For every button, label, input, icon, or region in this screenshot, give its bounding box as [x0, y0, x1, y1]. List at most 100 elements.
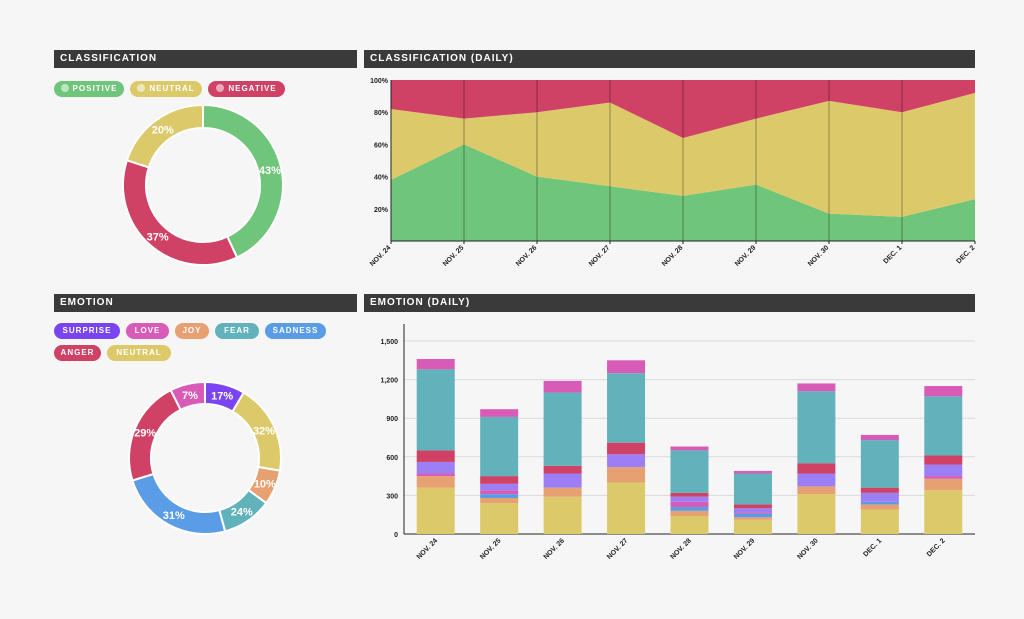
bar-segment-anger: [670, 492, 709, 497]
bar-segment-surprise: [670, 496, 709, 502]
legend-label: NEGATIVE: [228, 84, 277, 93]
bar-segment-joy: [543, 487, 582, 497]
x-tick-label: NOV. 30: [796, 537, 820, 561]
legend-negative[interactable]: NEGATIVE: [208, 81, 285, 97]
bar-segment-anger: [860, 487, 899, 493]
bar-segment-surprise: [797, 473, 836, 487]
bar-segment-anger: [733, 504, 772, 509]
slice-label: 29%: [134, 428, 156, 440]
legend-love[interactable]: LOVE: [126, 323, 169, 339]
bar-segment-love-top-: [733, 470, 772, 474]
circle-icon: [137, 84, 146, 92]
legend-positive[interactable]: POSITIVE: [54, 81, 124, 97]
bar-segment-fear: [416, 369, 455, 451]
x-tick-label: NOV. 30: [807, 244, 831, 268]
y-tick-label: 1,200: [380, 378, 398, 385]
legend-fear[interactable]: FEAR: [215, 323, 259, 339]
area-series-neutral: [391, 92, 975, 217]
classification-title: CLASSIFICATION: [54, 50, 357, 68]
legend-neutral[interactable]: NEUTRAL: [130, 81, 202, 97]
circle-icon: [216, 84, 225, 92]
bar-segment-anger: [607, 442, 646, 455]
bar-segment-fear: [670, 450, 709, 493]
bar-segment-surprise: [480, 483, 519, 491]
legend-sadness[interactable]: SADNESS: [265, 323, 326, 339]
legend-joy[interactable]: JOY: [175, 323, 209, 339]
y-tick-label: 40%: [374, 175, 389, 182]
legend-anger[interactable]: ANGER: [54, 345, 101, 361]
y-tick-label: 20%: [374, 207, 389, 214]
x-tick-label: NOV. 24: [416, 537, 440, 561]
bar-segment-love: [480, 490, 519, 495]
bar-segment-neutral: [924, 490, 963, 534]
bar-segment-neutral: [607, 482, 646, 534]
donut-slice-love: [169, 380, 206, 412]
bar-segment-love: [924, 476, 963, 479]
bar-segment-love-top-: [480, 409, 519, 417]
x-tick-label: NOV. 25: [442, 244, 466, 268]
bar-segment-love: [416, 473, 455, 477]
legend-label: NEUTRAL: [149, 84, 195, 93]
x-tick-label: DEC. 2: [956, 244, 977, 265]
bar-segment-surprise: [733, 508, 772, 513]
bar-segment-anger: [416, 450, 455, 462]
slice-label: 32%: [253, 426, 275, 438]
donut-slice-neutral: [125, 103, 204, 169]
bar-segment-joy: [733, 517, 772, 520]
slice-label: 31%: [163, 510, 185, 522]
bar-segment-surprise: [924, 464, 963, 477]
bar-segment-neutral: [733, 519, 772, 534]
bar-segment-love-top-: [670, 446, 709, 451]
y-tick-label: 900: [386, 416, 398, 423]
bar-segment-sadness: [733, 513, 772, 518]
bar-segment-joy: [480, 497, 519, 504]
bar-segment-anger: [480, 476, 519, 484]
emotion-daily-bar-chart: 0 300 600 900 1,200 1,500 NOV. 24 NOV. 25 NOV. 2…: [380, 324, 975, 561]
bar-segment-neutral: [416, 487, 455, 534]
x-tick-label: DEC. 1: [883, 244, 904, 265]
x-tick-label: NOV. 28: [669, 537, 693, 561]
circle-icon: [60, 84, 69, 92]
bar-segment-surprise: [607, 454, 646, 468]
bar-segment-love-top-: [860, 434, 899, 441]
y-tick-label: 60%: [374, 142, 389, 149]
y-tick-label: 100%: [370, 78, 389, 85]
bar-segment-neutral: [480, 503, 519, 534]
bar-segment-surprise: [860, 492, 899, 502]
bar-segment-fear: [480, 416, 519, 477]
bar-segment-joy: [860, 504, 899, 510]
bar-segment-neutral: [860, 509, 899, 534]
x-tick-label: NOV. 29: [733, 537, 757, 561]
slice-label: 37%: [147, 231, 169, 243]
bar-segment-fear: [733, 473, 772, 505]
x-tick-label: NOV. 26: [543, 537, 567, 561]
bar-segment-love-top-: [543, 380, 582, 393]
slice-label: 10%: [254, 478, 276, 490]
emotion-donut-chart: 17% 32% 10% 24% 31% 29% 7%: [128, 380, 282, 535]
legend-neutral-emotion[interactable]: NEUTRAL: [107, 345, 171, 361]
emotion-title: EMOTION: [54, 294, 357, 312]
x-tick-label: NOV. 24: [369, 244, 393, 268]
x-tick-label: DEC. 1: [862, 537, 883, 558]
bar-segment-joy: [607, 467, 646, 483]
bar-segment-fear: [607, 373, 646, 443]
bar-segment-fear: [924, 396, 963, 456]
emotion-daily-title: EMOTION (DAILY): [364, 294, 975, 312]
bar-segment-sadness: [860, 501, 899, 505]
bar-segment-love-top-: [607, 360, 646, 374]
bar-segment-joy: [416, 476, 455, 488]
y-tick-label: 1,500: [380, 339, 398, 346]
bar-segment-sadness: [670, 506, 709, 511]
bar-segment-joy: [797, 486, 836, 495]
bar-segment-joy: [670, 510, 709, 516]
bar-segment-love-top-: [924, 386, 963, 397]
area-series-positive: [391, 144, 975, 241]
y-tick-label: 300: [386, 493, 398, 500]
x-tick-label: NOV. 29: [734, 244, 758, 268]
x-tick-label: NOV. 26: [515, 244, 539, 268]
slice-label: 7%: [182, 390, 198, 402]
legend-surprise[interactable]: SURPRISE: [54, 323, 120, 339]
bar-segment-love: [733, 512, 772, 514]
bar-segment-sadness: [480, 494, 519, 498]
x-tick-label: DEC. 2: [926, 537, 947, 558]
